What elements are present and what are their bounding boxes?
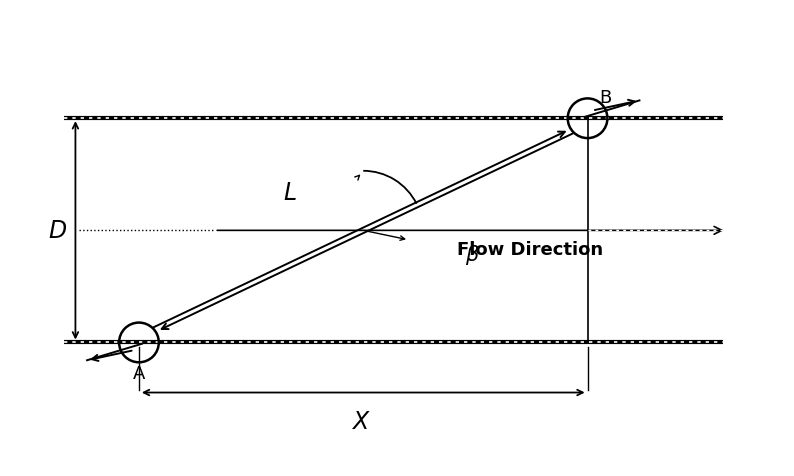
Text: $\beta$: $\beta$	[465, 243, 480, 267]
Text: $X$: $X$	[352, 409, 371, 433]
Text: $D$: $D$	[48, 219, 67, 243]
Text: B: B	[599, 89, 611, 107]
Text: Flow Direction: Flow Direction	[457, 240, 603, 258]
Text: A: A	[133, 365, 145, 383]
Text: $L$: $L$	[283, 181, 297, 205]
